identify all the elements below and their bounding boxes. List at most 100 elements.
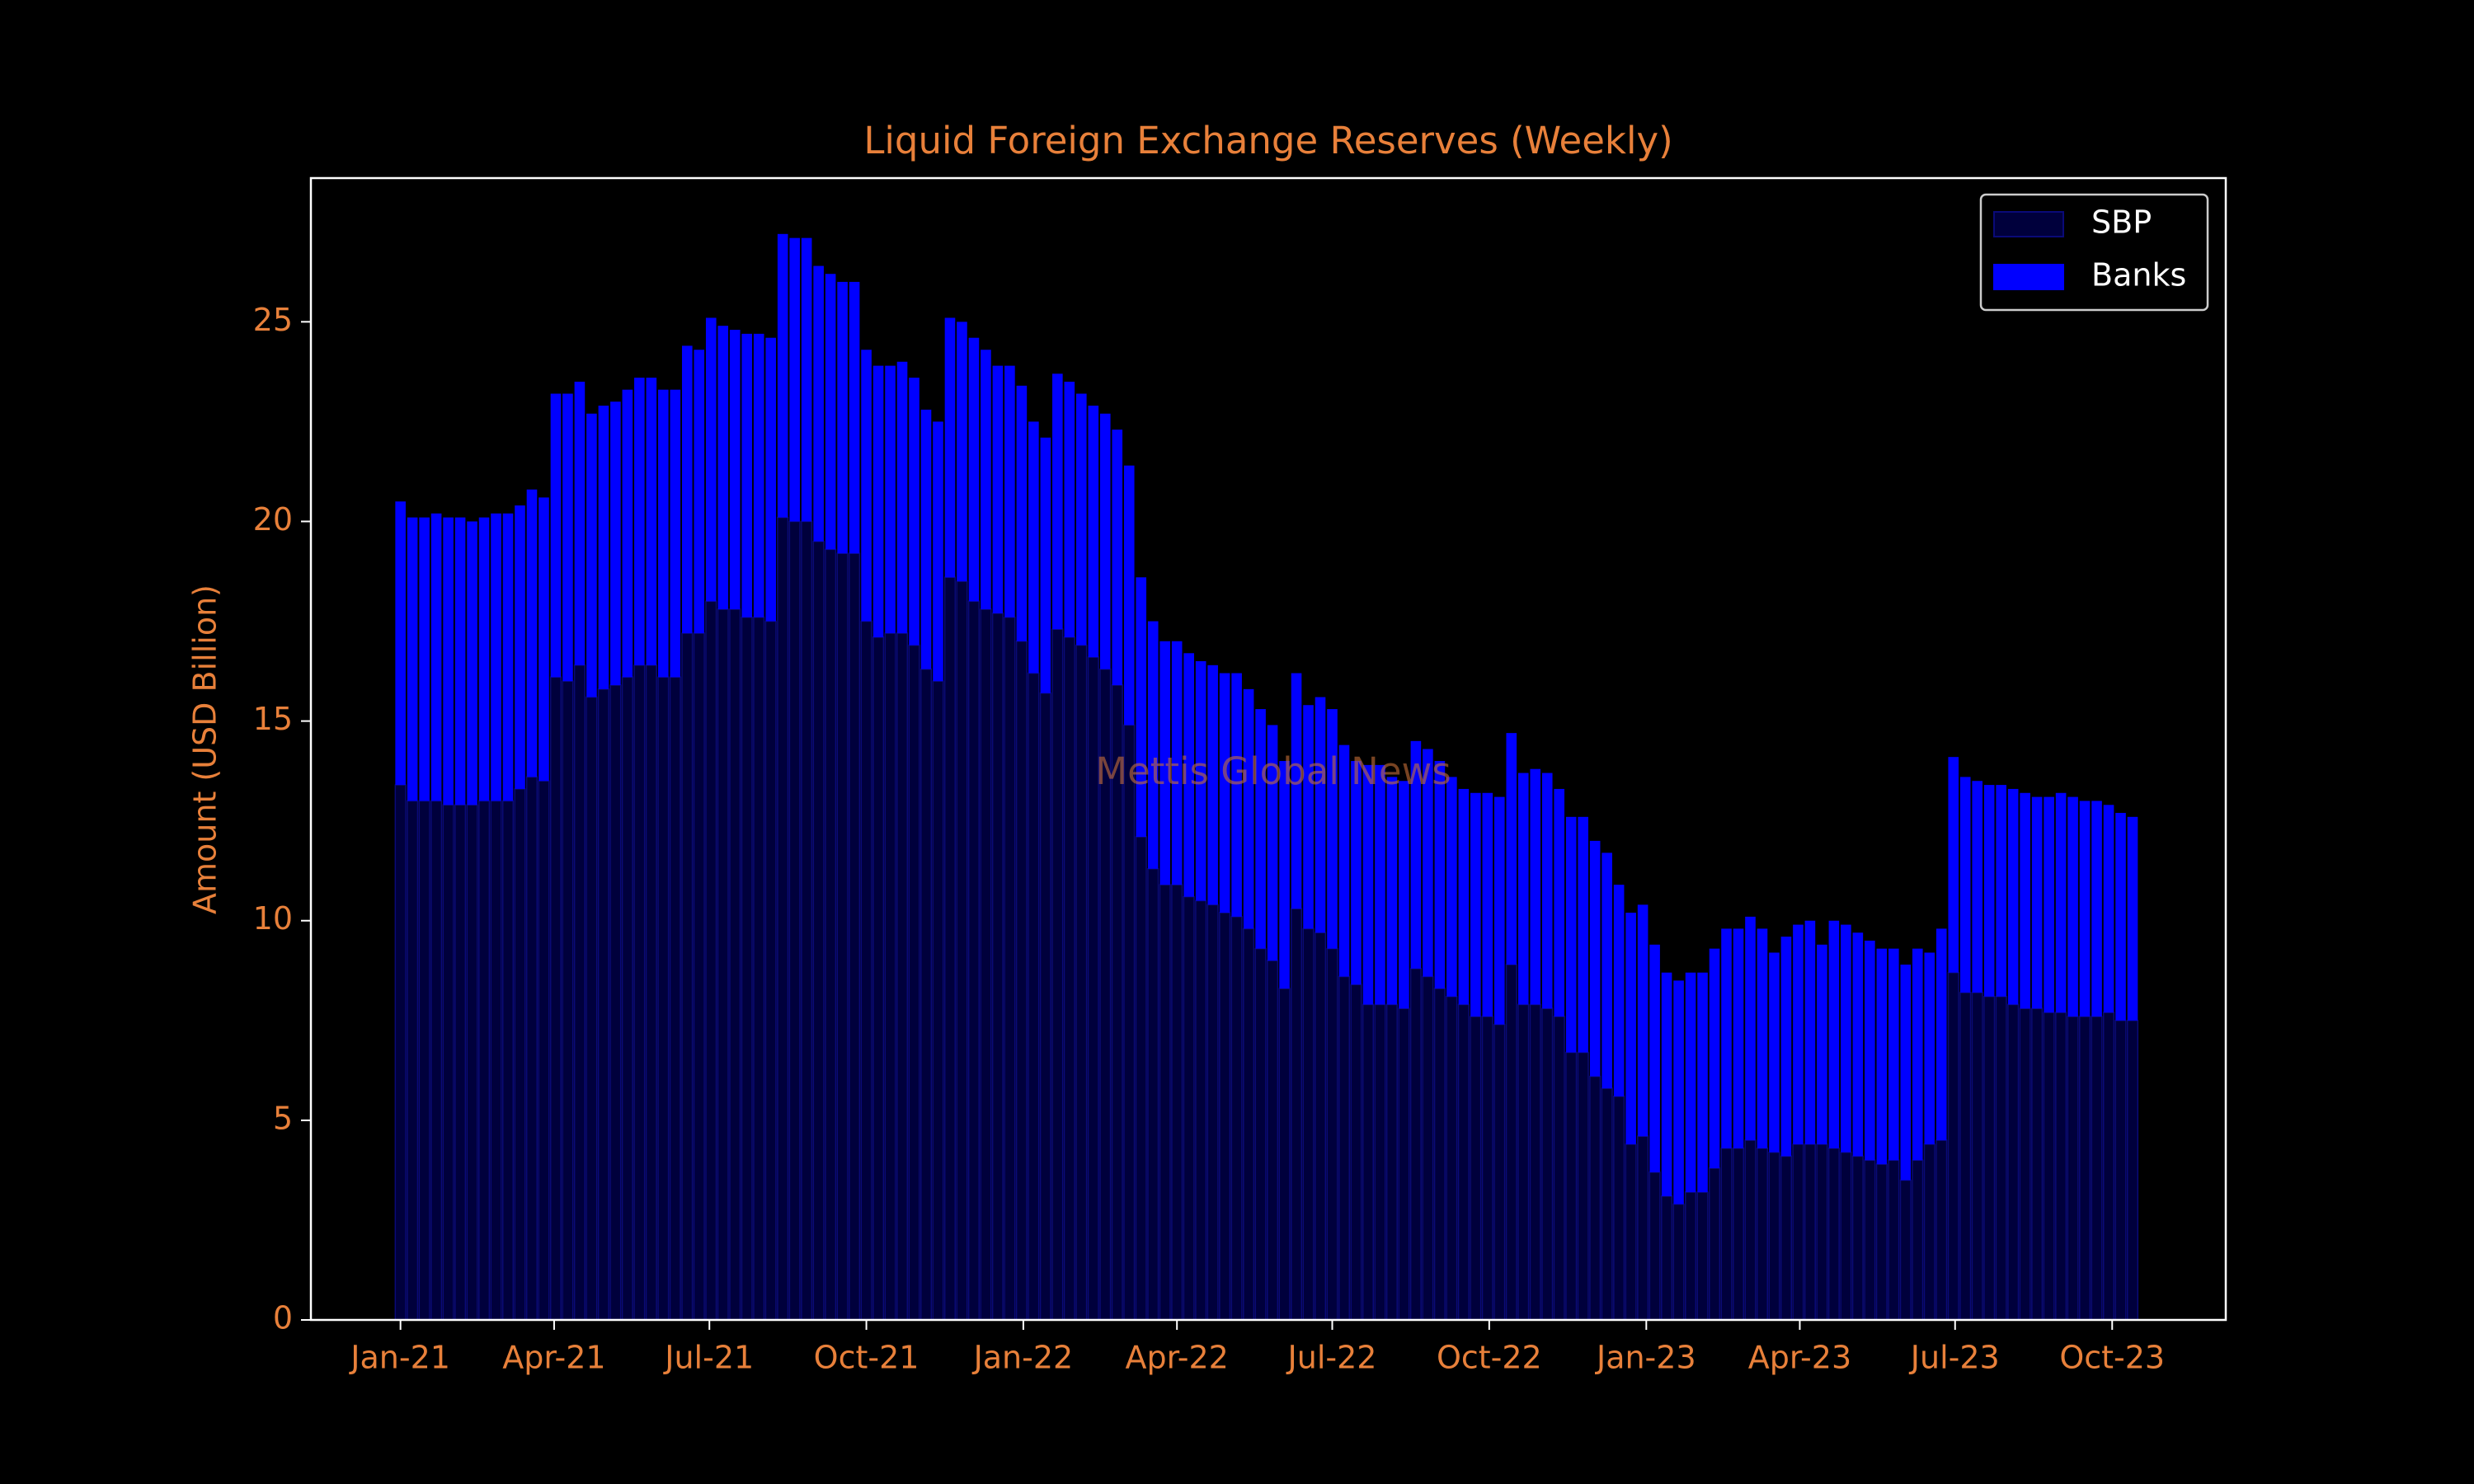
- bar-sbp: [1171, 884, 1183, 1321]
- bar-sbp: [884, 632, 896, 1321]
- bar-sbp: [1457, 1003, 1470, 1321]
- bar-banks: [1697, 972, 1708, 1193]
- bar-banks: [1482, 792, 1493, 1017]
- bar-sbp: [1135, 836, 1147, 1321]
- bar-sbp: [2126, 1020, 2139, 1321]
- y-tick-label: 5: [273, 1100, 293, 1136]
- bar-sbp: [980, 608, 992, 1321]
- bar-sbp: [1302, 928, 1315, 1321]
- bar-banks: [1338, 744, 1350, 977]
- x-tick-label: Apr-23: [1748, 1340, 1851, 1376]
- bar-banks: [825, 274, 836, 550]
- bar-banks: [1817, 944, 1827, 1144]
- bar-banks: [2091, 801, 2102, 1017]
- bar-sbp: [2114, 1020, 2127, 1321]
- y-tick-label: 0: [273, 1300, 293, 1336]
- bar-sbp: [1708, 1167, 1721, 1321]
- bar-sbp: [442, 804, 454, 1321]
- bar-banks: [920, 409, 932, 669]
- bar-banks: [1578, 816, 1588, 1053]
- bar-banks: [1147, 621, 1159, 869]
- bar-sbp: [777, 516, 789, 1321]
- bar-sbp: [1983, 995, 1996, 1321]
- bar-banks: [837, 281, 848, 554]
- bar-banks: [502, 513, 514, 801]
- bar-banks: [1733, 928, 1744, 1148]
- bar-banks: [1673, 980, 1684, 1205]
- bar-sbp: [1243, 928, 1255, 1321]
- bar-sbp: [1362, 1003, 1375, 1321]
- bar-banks: [1423, 749, 1433, 977]
- y-tick-label: 20: [253, 501, 293, 538]
- bar-sbp: [1947, 971, 1959, 1321]
- bar-sbp: [1470, 1016, 1482, 1321]
- bar-banks: [2031, 796, 2043, 1009]
- bar-banks: [1602, 852, 1612, 1089]
- bar-banks: [1351, 761, 1362, 985]
- bar-banks: [1900, 965, 1912, 1181]
- bar-banks: [1852, 932, 1864, 1157]
- bar-sbp: [609, 684, 622, 1321]
- bar-sbp: [1267, 960, 1279, 1321]
- bar-sbp: [1685, 1191, 1697, 1321]
- bar-banks: [1661, 972, 1672, 1196]
- bar-banks: [2127, 816, 2138, 1021]
- bar-banks: [1112, 430, 1123, 686]
- bar-banks: [1171, 641, 1183, 885]
- bar-banks: [1948, 757, 1959, 973]
- bar-sbp: [741, 616, 753, 1321]
- bar-sbp: [1601, 1087, 1613, 1321]
- bar-banks: [1231, 673, 1242, 917]
- bar-banks: [765, 337, 776, 622]
- bar-sbp: [1613, 1096, 1625, 1321]
- bar-banks: [1088, 406, 1099, 658]
- bar-banks: [753, 333, 764, 618]
- bar-banks: [789, 237, 800, 522]
- bar-banks: [1470, 792, 1481, 1017]
- chart-title: Liquid Foreign Exchange Reserves (Weekly…: [863, 119, 1672, 162]
- bar-banks: [1935, 928, 1947, 1141]
- bar-banks: [1410, 740, 1422, 969]
- bar-banks: [1554, 788, 1565, 1017]
- bar-banks: [1757, 928, 1768, 1148]
- bar-sbp: [633, 665, 646, 1321]
- bar-banks: [1434, 761, 1446, 989]
- bar-banks: [1028, 421, 1039, 674]
- bar-sbp: [729, 608, 741, 1321]
- bar-banks: [1099, 413, 1111, 669]
- bar-banks: [1136, 577, 1147, 838]
- bar-sbp: [1756, 1148, 1769, 1321]
- bar-banks: [1207, 665, 1218, 905]
- bar-sbp: [562, 680, 574, 1321]
- bar-sbp: [1446, 995, 1458, 1321]
- y-tick-label: 25: [253, 302, 293, 338]
- bar-banks: [1530, 768, 1541, 1005]
- bar-banks: [944, 317, 956, 578]
- bar-sbp: [2031, 1007, 2044, 1321]
- bar-banks: [1625, 913, 1636, 1144]
- bar-sbp: [1649, 1172, 1661, 1321]
- bar-banks: [1303, 705, 1314, 929]
- bar-sbp: [693, 632, 705, 1321]
- bar-sbp: [860, 620, 872, 1321]
- bar-banks: [1983, 785, 1995, 997]
- bar-banks: [1613, 885, 1625, 1097]
- bar-banks: [2115, 812, 2126, 1021]
- bar-sbp: [1875, 1163, 1888, 1321]
- bar-banks: [1924, 952, 1935, 1144]
- bar-sbp: [1517, 1003, 1530, 1321]
- bar-sbp: [2007, 1003, 2020, 1321]
- bar-banks: [717, 326, 729, 610]
- bar-banks: [550, 393, 562, 678]
- bar-sbp: [1888, 1159, 1900, 1321]
- bar-sbp: [836, 552, 849, 1321]
- bar-sbp: [1637, 1135, 1649, 1321]
- bar-banks: [622, 389, 633, 678]
- bar-sbp: [2079, 1016, 2091, 1321]
- bar-banks: [885, 365, 896, 634]
- bar-banks: [981, 350, 991, 610]
- bar-sbp: [1589, 1075, 1602, 1321]
- bar-banks: [1399, 781, 1409, 1009]
- bar-banks: [1804, 920, 1816, 1144]
